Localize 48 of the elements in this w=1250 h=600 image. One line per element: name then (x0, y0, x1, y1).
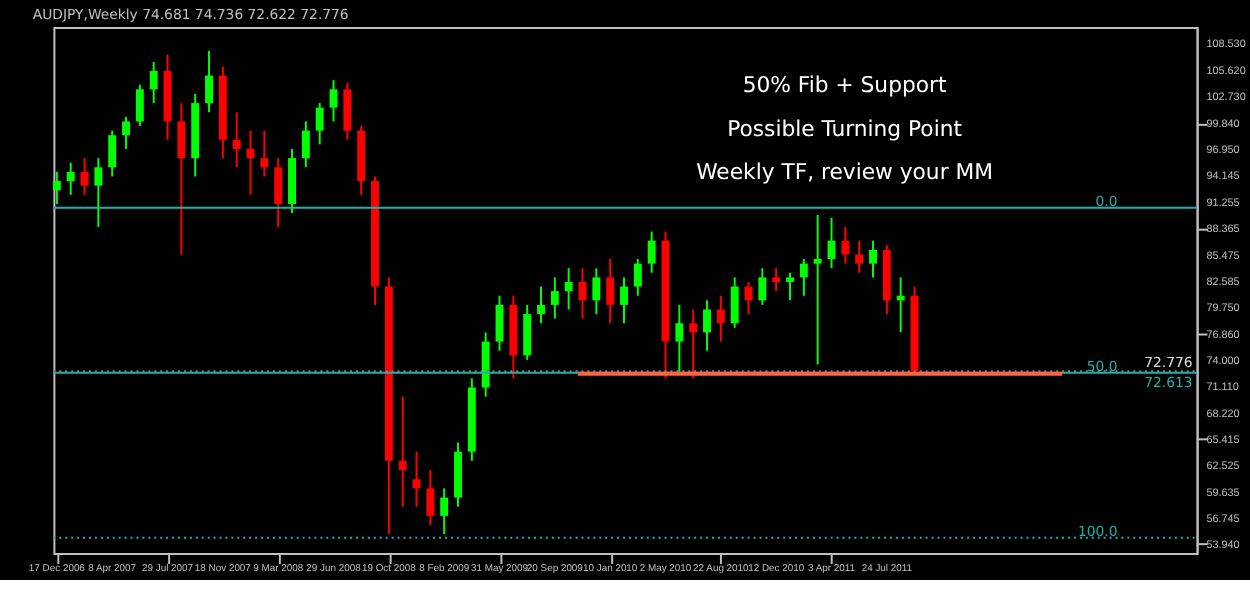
candlestick (440, 487, 449, 536)
candlestick (274, 157, 283, 228)
candlestick (301, 120, 310, 169)
candlestick (564, 267, 573, 311)
candlestick (730, 276, 739, 329)
candlestick (329, 79, 338, 123)
annotation: Possible Turning Point (727, 115, 962, 142)
annotation: Weekly TF, review your MM (696, 159, 993, 186)
candlestick (288, 147, 296, 215)
candlestick (315, 102, 324, 146)
candlestick (454, 441, 462, 508)
candlestick (205, 49, 213, 114)
candlestick (94, 157, 103, 228)
candlestick (869, 239, 877, 279)
candlestick (606, 258, 615, 325)
candlestick (66, 161, 75, 196)
candlestick (149, 60, 158, 105)
candlestick (689, 308, 698, 380)
candlestick (620, 276, 628, 325)
candlestick (550, 276, 559, 320)
annotation: 50% Fib + Support (742, 72, 947, 99)
candlestick (855, 239, 864, 274)
candlestick (758, 267, 767, 306)
candlestick (80, 157, 89, 196)
candlestick (675, 303, 684, 375)
candlestick (398, 395, 407, 508)
candlestick (481, 331, 490, 398)
candlestick (537, 285, 545, 325)
candlestick (52, 170, 61, 205)
candlestick (799, 258, 808, 297)
candlestick (232, 111, 241, 169)
candlestick (841, 225, 850, 265)
candlestick (813, 214, 822, 366)
candlestick (260, 129, 269, 178)
candlestick (108, 129, 117, 178)
candlestick (343, 81, 352, 141)
candlestick (177, 102, 186, 256)
candlestick (786, 271, 794, 302)
candlestick (703, 299, 711, 352)
candlestick (772, 267, 781, 293)
candlestick (633, 258, 642, 297)
candlestick (647, 230, 656, 274)
candlestick (592, 267, 601, 316)
candlestick (523, 303, 532, 361)
candlestick (426, 469, 435, 527)
candlestick (716, 294, 725, 343)
candlestick (135, 83, 144, 128)
candlestick (122, 115, 130, 150)
